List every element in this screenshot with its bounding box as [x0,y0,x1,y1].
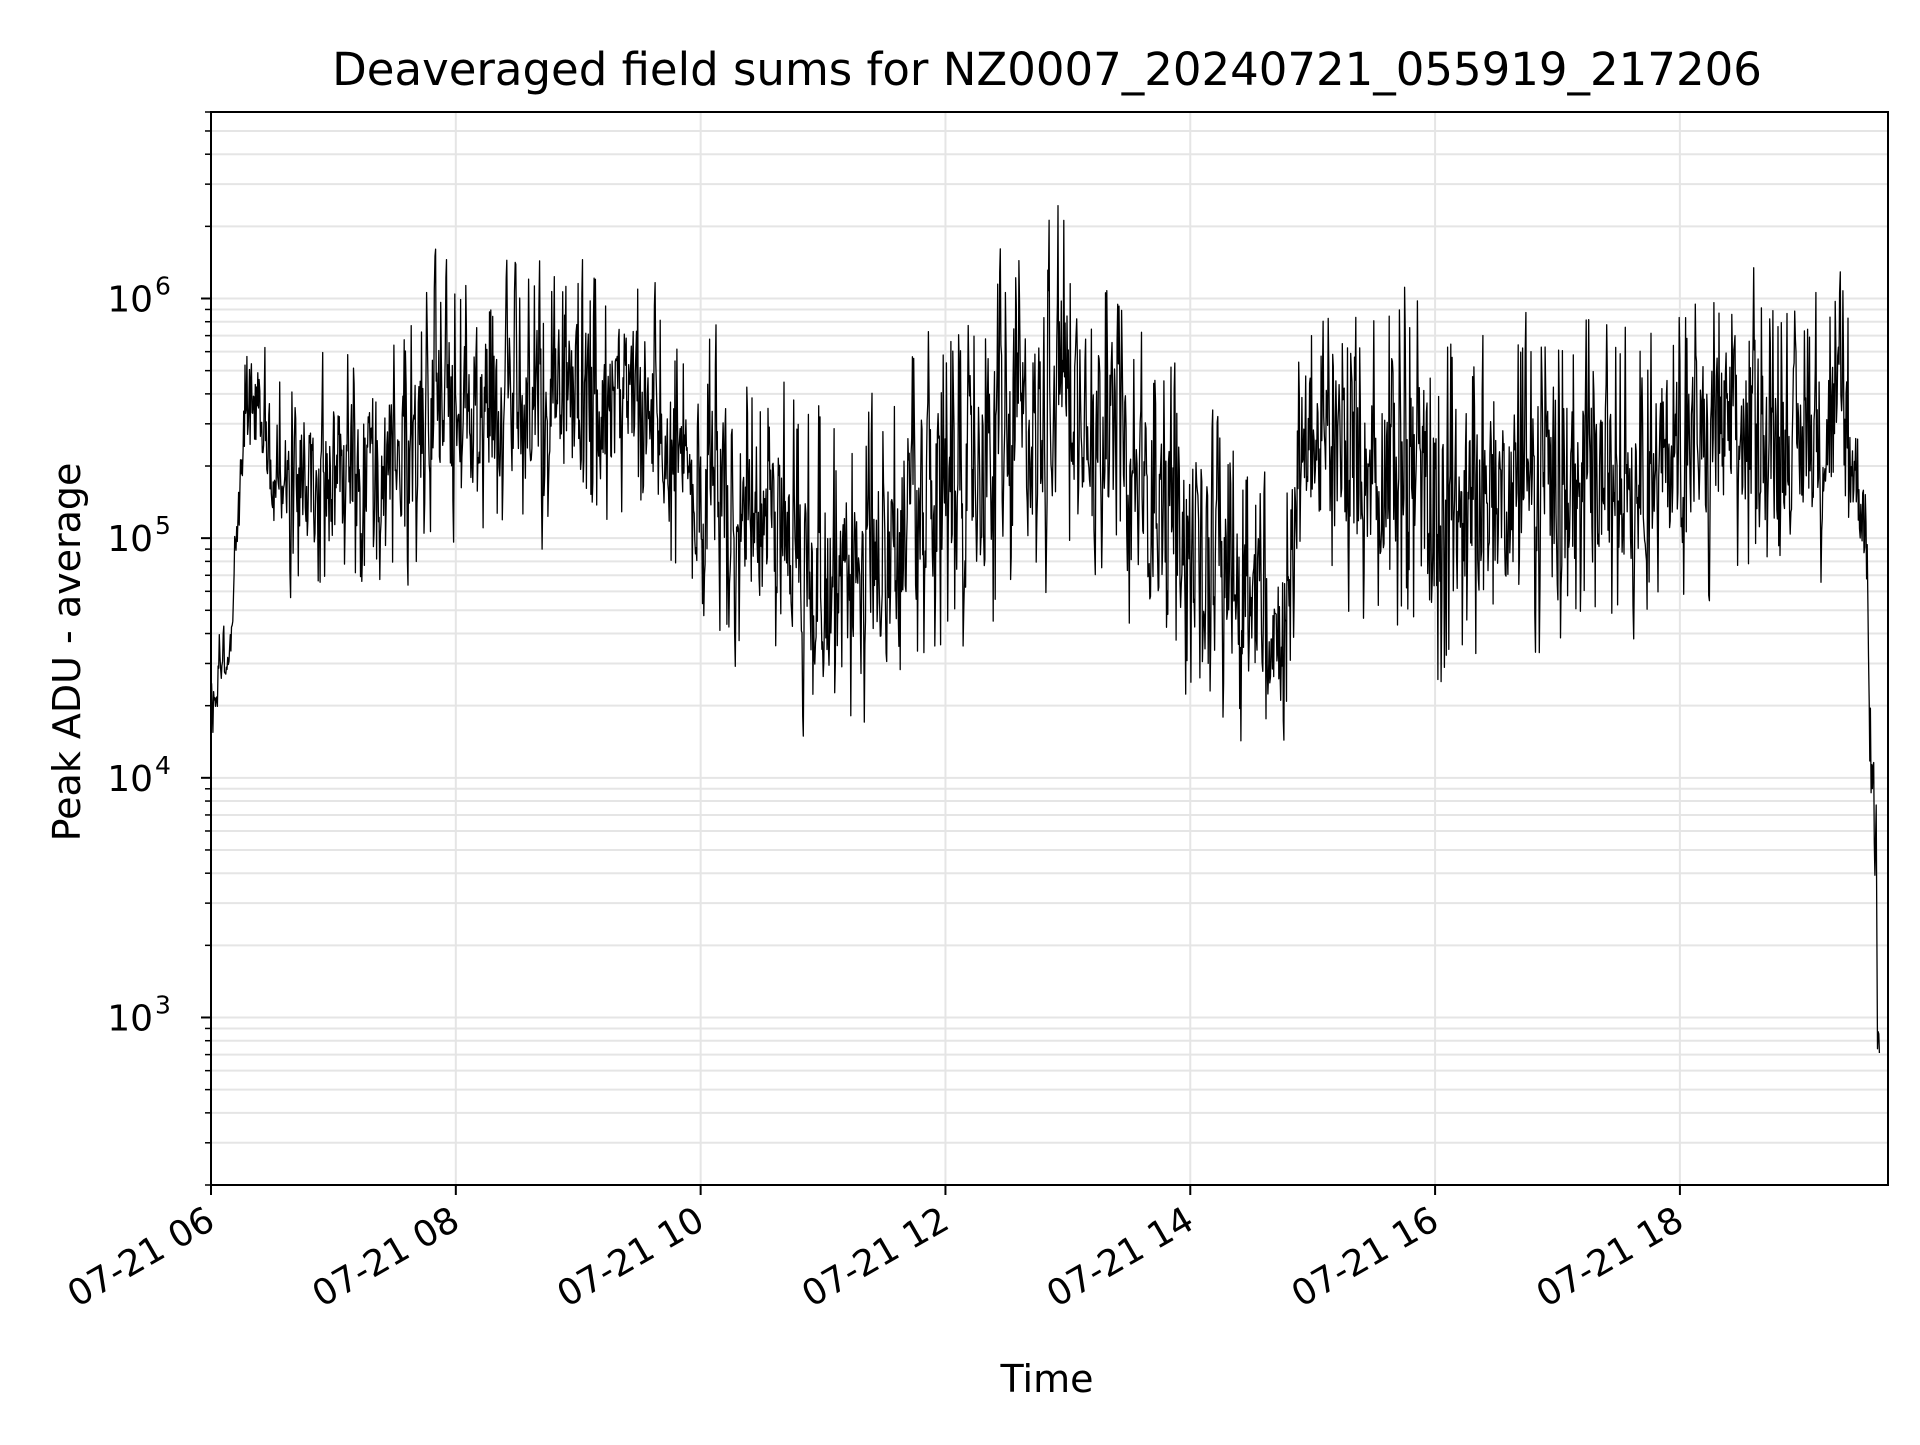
data-layer [210,205,1881,1054]
y-tick-exponent: 5 [155,511,171,540]
plot-frame [210,111,1889,1186]
y-tick-exponent: 4 [155,751,171,780]
x-axis-label: Time [1000,1357,1094,1401]
grid-layer [210,111,1888,1186]
y-tick-label: 10 [107,998,153,1039]
y-tick-exponent: 6 [155,271,171,300]
y-tick-base: 10 [107,279,153,320]
chart-title: Deaveraged field sums for NZ0007_2024072… [332,43,1762,96]
y-tick-exponent: 3 [155,990,171,1019]
y-axis-label: Peak ADU - average [45,463,89,842]
y-tick-label: 10 [107,759,153,800]
series-line [210,205,1881,1054]
y-tick-base: 10 [107,519,153,560]
y-tick-label: 10 [107,279,153,320]
y-tick-base: 10 [107,759,153,800]
y-tick-label: 10 [107,519,153,560]
y-tick-base: 10 [107,998,153,1039]
